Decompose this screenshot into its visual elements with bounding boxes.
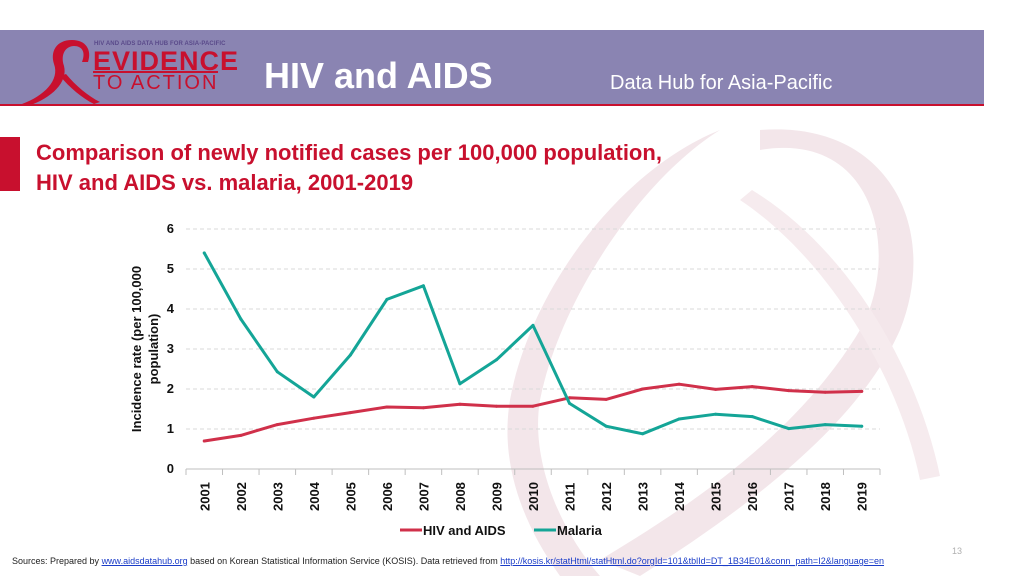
x-tick-label: 2015 bbox=[709, 482, 724, 511]
x-tick-label: 2014 bbox=[672, 481, 687, 511]
x-tick-label: 2008 bbox=[453, 482, 468, 511]
y-tick-label: 5 bbox=[167, 261, 174, 276]
data-point-malaria bbox=[421, 284, 425, 288]
y-tick-label: 6 bbox=[167, 221, 174, 236]
data-point-hiv-and-aids bbox=[275, 423, 279, 427]
data-point-malaria bbox=[860, 424, 864, 428]
x-tick-label: 2003 bbox=[270, 482, 285, 511]
logo-to-action-text: TO ACTION bbox=[93, 71, 219, 94]
x-tick-label: 2001 bbox=[197, 482, 212, 511]
x-tick-label: 2018 bbox=[818, 482, 833, 511]
data-point-malaria bbox=[312, 395, 316, 399]
x-tick-label: 2013 bbox=[636, 482, 651, 511]
header-divider bbox=[0, 104, 984, 106]
y-tick-label: 4 bbox=[167, 301, 175, 316]
x-tick-label: 2017 bbox=[782, 482, 797, 511]
x-tick-label: 2019 bbox=[855, 482, 870, 511]
slide-title: Comparison of newly notified cases per 1… bbox=[36, 138, 816, 198]
data-point-malaria bbox=[494, 358, 498, 362]
data-point-hiv-and-aids bbox=[677, 382, 681, 386]
data-point-hiv-and-aids bbox=[494, 404, 498, 408]
data-point-malaria bbox=[239, 317, 243, 321]
aidsdatahub-link[interactable]: www.aidsdatahub.org bbox=[101, 556, 188, 566]
data-point-hiv-and-aids bbox=[421, 406, 425, 410]
series-line-hiv-and-aids bbox=[202, 382, 864, 443]
data-point-hiv-and-aids bbox=[312, 416, 316, 420]
data-point-hiv-and-aids bbox=[823, 390, 827, 394]
legend-label-malaria: Malaria bbox=[557, 523, 603, 538]
data-point-malaria bbox=[787, 427, 791, 431]
data-point-hiv-and-aids bbox=[348, 411, 352, 415]
y-tick-label: 1 bbox=[167, 421, 174, 436]
data-point-malaria bbox=[458, 382, 462, 386]
data-point-malaria bbox=[641, 432, 645, 436]
legend-label-hiv-and-aids: HIV and AIDS bbox=[423, 523, 506, 538]
data-point-hiv-and-aids bbox=[787, 389, 791, 393]
data-point-malaria bbox=[677, 417, 681, 421]
data-point-malaria bbox=[714, 412, 718, 416]
logo-evidence-text: EVIDENCE bbox=[93, 46, 240, 76]
data-point-malaria bbox=[202, 251, 206, 255]
title-accent-bar bbox=[0, 137, 20, 191]
data-point-malaria bbox=[750, 415, 754, 419]
header-title: HIV and AIDS bbox=[264, 55, 493, 96]
data-point-malaria bbox=[275, 370, 279, 374]
data-point-hiv-and-aids bbox=[239, 433, 243, 437]
kosis-link[interactable]: http://kosis.kr/statHtml/statHtml.do?org… bbox=[500, 556, 885, 566]
data-point-hiv-and-aids bbox=[458, 402, 462, 406]
data-point-malaria bbox=[348, 353, 352, 357]
y-axis-label: Incidence rate (per 100,000 population) bbox=[129, 266, 161, 432]
data-point-hiv-and-aids bbox=[531, 404, 535, 408]
data-point-malaria bbox=[823, 423, 827, 427]
data-point-hiv-and-aids bbox=[385, 405, 389, 409]
slide-title-line-1: Comparison of newly notified cases per 1… bbox=[36, 140, 662, 165]
data-point-hiv-and-aids bbox=[860, 389, 864, 393]
x-tick-label: 2005 bbox=[343, 482, 358, 511]
data-point-malaria bbox=[531, 323, 535, 327]
data-point-malaria bbox=[568, 401, 572, 405]
x-tick-label: 2016 bbox=[745, 482, 760, 511]
x-tick-label: 2010 bbox=[526, 482, 541, 511]
x-tick-label: 2009 bbox=[489, 482, 504, 511]
y-tick-label: 0 bbox=[167, 461, 174, 476]
sources-middle: based on Korean Statistical Information … bbox=[187, 556, 501, 566]
slide-title-line-2: HIV and AIDS vs. malaria, 2001-2019 bbox=[36, 170, 414, 195]
x-tick-label: 2006 bbox=[380, 482, 395, 511]
header-bar bbox=[0, 30, 984, 104]
logo-tagline: HIV AND AIDS DATA HUB FOR ASIA-PACIFIC bbox=[94, 41, 226, 47]
x-tick-label: 2002 bbox=[234, 482, 249, 511]
data-point-hiv-and-aids bbox=[750, 385, 754, 389]
x-tick-label: 2012 bbox=[599, 482, 614, 511]
data-point-hiv-and-aids bbox=[714, 387, 718, 391]
data-point-hiv-and-aids bbox=[202, 439, 206, 443]
y-tick-label: 2 bbox=[167, 381, 174, 396]
x-tick-label: 2011 bbox=[563, 483, 578, 511]
data-point-hiv-and-aids bbox=[641, 387, 645, 391]
header-subtitle: Data Hub for Asia-Pacific bbox=[610, 72, 833, 94]
sources-prefix: Sources: Prepared by bbox=[12, 556, 102, 566]
x-tick-label: 2004 bbox=[307, 481, 322, 511]
y-tick-label: 3 bbox=[167, 341, 174, 356]
data-point-hiv-and-aids bbox=[604, 397, 608, 401]
data-point-malaria bbox=[385, 297, 389, 301]
x-tick-label: 2007 bbox=[416, 482, 431, 511]
data-point-malaria bbox=[604, 424, 608, 428]
sources-footnote: Sources: Prepared by www.aidsdatahub.org… bbox=[12, 556, 884, 566]
red-ribbon-logo-icon bbox=[22, 40, 100, 106]
page-number: 13 bbox=[952, 546, 963, 556]
